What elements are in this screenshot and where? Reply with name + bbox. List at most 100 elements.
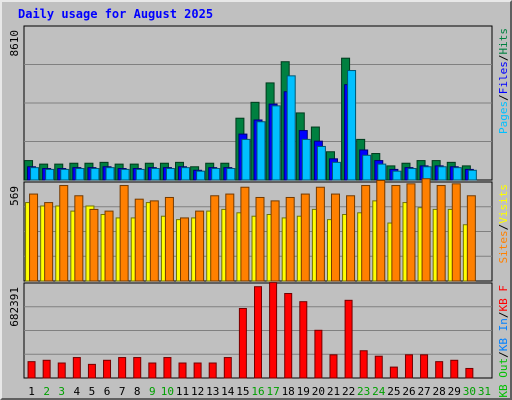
bar-pages-day-14 bbox=[226, 168, 236, 181]
day-label-31: 31 bbox=[478, 385, 491, 398]
bar-sites-day-1 bbox=[29, 193, 39, 282]
day-label-10: 10 bbox=[161, 385, 174, 398]
bar-pages-day-4 bbox=[75, 168, 85, 181]
panel-kbytes: 682391 KB Out/KB In/KB F bbox=[8, 282, 510, 398]
bar-sites-day-4 bbox=[74, 195, 84, 282]
bar-kb-f-day-19 bbox=[299, 301, 308, 379]
bar-pages-day-25 bbox=[392, 170, 402, 181]
bar-kb-f-day-7 bbox=[118, 357, 127, 379]
day-label-17: 17 bbox=[266, 385, 279, 398]
bar-sites-day-28 bbox=[436, 185, 446, 282]
bar-sites-day-12 bbox=[195, 210, 205, 282]
bar-kb-f-day-27 bbox=[420, 354, 429, 379]
bar-pages-day-24 bbox=[377, 163, 387, 181]
bar-sites-day-11 bbox=[180, 217, 190, 282]
bar-sites-day-8 bbox=[134, 198, 144, 282]
bar-pages-day-3 bbox=[60, 168, 70, 181]
day-label-1: 1 bbox=[28, 385, 35, 398]
bar-kb-f-day-12 bbox=[193, 362, 202, 379]
bar-pages-day-18 bbox=[286, 75, 296, 181]
bar-pages-day-16 bbox=[256, 121, 266, 181]
bar-kb-f-day-20 bbox=[314, 329, 323, 379]
bar-pages-day-21 bbox=[331, 161, 341, 181]
bar-kb-f-day-8 bbox=[133, 357, 142, 379]
day-label-18: 18 bbox=[282, 385, 295, 398]
bar-sites-day-2 bbox=[44, 202, 54, 282]
bar-kb-f-day-13 bbox=[208, 362, 217, 379]
panel-axis-label: KB Out/KB In/KB F bbox=[497, 285, 510, 398]
day-label-26: 26 bbox=[402, 385, 415, 398]
day-label-29: 29 bbox=[448, 385, 461, 398]
day-label-11: 11 bbox=[176, 385, 189, 398]
axis-label-part: / bbox=[497, 351, 510, 358]
panel-visits-sites: 569 Sites/Visits bbox=[8, 178, 510, 282]
bar-pages-day-5 bbox=[90, 168, 100, 181]
bar-pages-day-27 bbox=[422, 166, 432, 181]
bar-sites-day-22 bbox=[346, 195, 356, 282]
bar-pages-day-2 bbox=[45, 168, 55, 181]
bar-kb-f-day-28 bbox=[435, 361, 444, 379]
bar-sites-day-10 bbox=[164, 196, 174, 282]
bar-sites-day-27 bbox=[421, 178, 431, 282]
bar-kb-f-day-22 bbox=[344, 299, 353, 379]
axis-label-part: KB In bbox=[497, 318, 510, 351]
axis-label-part: Sites bbox=[497, 230, 510, 263]
max-value-label: 682391 bbox=[8, 287, 21, 327]
axis-label-part: Files bbox=[497, 61, 510, 94]
bar-pages-day-13 bbox=[211, 168, 221, 181]
bar-pages-day-26 bbox=[407, 168, 417, 181]
bar-sites-day-29 bbox=[451, 183, 461, 282]
day-label-2: 2 bbox=[43, 385, 50, 398]
day-label-30: 30 bbox=[463, 385, 476, 398]
bar-kb-f-day-5 bbox=[87, 363, 96, 379]
bar-pages-day-29 bbox=[452, 167, 462, 181]
bar-sites-day-7 bbox=[119, 185, 129, 282]
bar-pages-day-7 bbox=[120, 168, 130, 181]
bar-kb-f-day-21 bbox=[329, 354, 338, 379]
bar-kb-f-day-17 bbox=[269, 282, 278, 379]
panel-axis-label: Sites/Visits bbox=[497, 184, 510, 264]
bar-sites-day-5 bbox=[89, 208, 99, 282]
bar-pages-day-15 bbox=[241, 138, 251, 181]
bar-sites-day-19 bbox=[300, 193, 310, 282]
day-label-20: 20 bbox=[312, 385, 325, 398]
bar-pages-day-22 bbox=[347, 70, 357, 181]
bar-pages-day-17 bbox=[271, 105, 281, 181]
bar-sites-day-21 bbox=[330, 193, 340, 282]
day-label-28: 28 bbox=[433, 385, 446, 398]
bar-sites-day-15 bbox=[240, 186, 250, 282]
axis-label-part: Pages bbox=[497, 101, 510, 134]
day-label-27: 27 bbox=[417, 385, 430, 398]
day-label-21: 21 bbox=[327, 385, 340, 398]
bar-kb-f-day-26 bbox=[404, 354, 413, 379]
day-label-19: 19 bbox=[297, 385, 310, 398]
bar-sites-day-18 bbox=[285, 196, 295, 282]
day-label-7: 7 bbox=[119, 385, 126, 398]
bar-pages-day-9 bbox=[150, 168, 160, 181]
day-label-5: 5 bbox=[89, 385, 96, 398]
bar-sites-day-17 bbox=[270, 200, 280, 282]
bar-kb-f-day-4 bbox=[72, 357, 81, 379]
bar-kb-f-day-24 bbox=[374, 355, 383, 379]
day-label-24: 24 bbox=[372, 385, 386, 398]
bar-sites-day-16 bbox=[255, 196, 265, 282]
bar-pages-day-6 bbox=[105, 167, 115, 181]
bar-kb-f-day-11 bbox=[178, 362, 187, 379]
bar-kb-f-day-2 bbox=[42, 359, 51, 379]
axis-label-part: KB Out bbox=[497, 358, 510, 398]
bar-sites-day-3 bbox=[59, 185, 69, 282]
bar-sites-day-26 bbox=[406, 183, 416, 282]
day-label-23: 23 bbox=[357, 385, 370, 398]
bar-sites-day-13 bbox=[210, 195, 220, 282]
bar-pages-day-11 bbox=[181, 167, 191, 181]
day-label-15: 15 bbox=[236, 385, 249, 398]
axis-label-part: / bbox=[497, 94, 510, 101]
bar-pages-day-10 bbox=[165, 168, 175, 181]
bar-kb-f-day-16 bbox=[254, 286, 262, 379]
bar-sites-day-9 bbox=[149, 200, 159, 282]
chart-title: Daily usage for August 2025 bbox=[18, 7, 213, 21]
axis-label-part: Hits bbox=[497, 28, 510, 55]
